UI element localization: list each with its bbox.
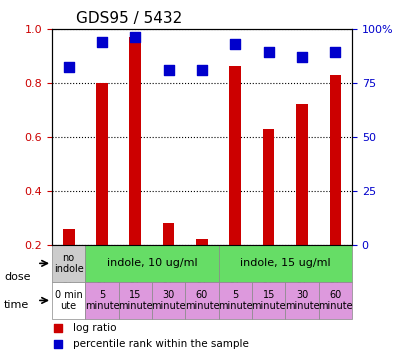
Text: log ratio: log ratio	[73, 323, 116, 333]
Bar	[163, 223, 174, 245]
Text: 60
minute: 60 minute	[185, 290, 219, 311]
Text: dose: dose	[4, 272, 30, 282]
Bar	[130, 37, 141, 245]
Text: indole, 10 ug/ml: indole, 10 ug/ml	[107, 258, 197, 268]
Point	[332, 50, 338, 55]
Text: GDS95 / 5432: GDS95 / 5432	[76, 11, 182, 26]
Point	[232, 41, 238, 46]
Bar	[230, 66, 241, 245]
Text: 15
minute: 15 minute	[118, 290, 153, 311]
Point	[253, 275, 260, 281]
Bar	[152, 282, 185, 319]
Point	[166, 67, 172, 72]
Bar	[285, 282, 319, 319]
Point	[199, 67, 205, 72]
Bar	[330, 75, 341, 245]
Bar	[85, 245, 219, 282]
Bar	[63, 228, 74, 245]
Point	[253, 135, 260, 141]
Text: time: time	[4, 300, 29, 310]
Bar	[52, 245, 85, 282]
Bar	[196, 240, 208, 245]
Bar	[85, 282, 119, 319]
Text: percentile rank within the sample: percentile rank within the sample	[73, 339, 249, 349]
Text: indole, 15 ug/ml: indole, 15 ug/ml	[240, 258, 331, 268]
Bar	[319, 282, 352, 319]
Bar	[263, 129, 274, 245]
Text: 5
minute: 5 minute	[85, 290, 119, 311]
Text: 5
minute: 5 minute	[218, 290, 253, 311]
Point	[299, 54, 305, 60]
Text: 15
minute: 15 minute	[251, 290, 286, 311]
Text: 0 min
ute: 0 min ute	[55, 290, 82, 311]
Bar	[119, 282, 152, 319]
Text: 30
minute: 30 minute	[151, 290, 186, 311]
Bar	[52, 282, 85, 319]
Point	[266, 50, 272, 55]
Bar	[96, 82, 108, 245]
Bar	[219, 282, 252, 319]
Point	[99, 39, 105, 44]
Point	[132, 34, 138, 40]
Text: no
indole: no indole	[54, 252, 84, 274]
Text: 30
minute: 30 minute	[285, 290, 319, 311]
Text: 60
minute: 60 minute	[318, 290, 353, 311]
Bar	[185, 282, 219, 319]
Point	[66, 65, 72, 70]
Bar	[252, 282, 285, 319]
Bar	[296, 104, 308, 245]
Bar	[219, 245, 352, 282]
